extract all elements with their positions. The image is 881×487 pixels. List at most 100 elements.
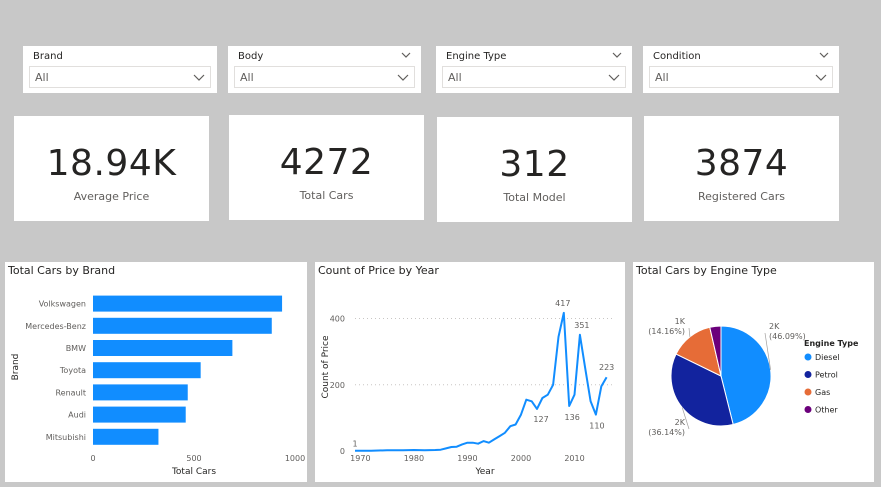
bar-category-label: Renault [55,388,86,397]
kpi-label: Registered Cars [698,190,785,203]
kpi-label: Average Price [73,190,150,203]
chart-title: Total Cars by Brand [8,264,116,277]
slicer-condition: Condition All [643,46,839,93]
dropdown-value: All [35,71,49,84]
bar [93,362,201,379]
chevron-down-icon [815,74,827,81]
data-label: 127 [533,415,548,424]
x-tick-label: 1990 [457,454,477,463]
bar [93,317,272,334]
slice-label: 2K [675,418,686,427]
legend-label: Diesel [815,353,840,362]
bar-category-label: Volkswagen [39,300,86,309]
slicer-title: Engine Type [446,51,507,62]
slice-label: 1K [675,317,686,326]
slice-label: 2K [769,322,780,331]
bar [93,428,159,445]
engine-type-dropdown[interactable]: All [442,66,626,88]
data-label: 110 [589,422,604,431]
kpi-card-total-cars: 4272 Total Cars [229,115,424,220]
y-axis-title: Brand [11,354,21,381]
y-tick-label: 200 [330,381,345,390]
kpi-value: 18.94K [46,143,177,184]
dropdown-value: All [240,71,254,84]
dropdown-value: All [448,71,462,84]
data-label: 417 [555,299,570,308]
chevron-down-icon[interactable] [818,50,830,60]
data-label: 351 [574,321,589,330]
slicer-engine-type: Engine Type All [436,46,632,93]
bar-chart: Volkswagen Mercedes-Benz BMW Toyota Renault A… [11,295,305,477]
x-tick-label: 1980 [404,454,424,463]
chevron-down-icon [397,74,409,81]
leader-line [681,407,690,430]
bar-category-label: BMW [66,344,86,353]
slicer-title: Brand [33,51,63,62]
pie-chart: 2K(46.09%)2K(36.14%)1K(14.16%)Engine Typ… [648,317,859,437]
x-axis-title: Year [474,467,494,477]
kpi-label: Total Cars [299,189,354,202]
slicer-title: Condition [653,51,701,62]
legend-marker [804,371,812,378]
legend-marker [804,388,812,396]
pie-chart-panel: 2K (46.09%) 2K (36.14%) 1K (14.16%) Engine Typ… [633,262,874,482]
data-label: 1 [352,440,357,449]
data-label: 136 [565,413,580,422]
slicer-brand: Brand All [23,46,217,93]
bar-category-label: Audi [68,411,86,420]
slicer-body: Body All [228,46,421,93]
kpi-value: 312 [499,144,570,185]
x-tick-label: 2000 [511,454,531,463]
leader-line [764,332,771,370]
x-tick-label: 2010 [564,454,584,463]
kpi-label: Total Model [503,191,566,204]
kpi-value: 4272 [279,142,374,183]
bar-category-label: Toyota [59,366,86,375]
bar-category-label: Mercedes-Benz [25,322,86,331]
y-axis-title: Count of Price [321,335,331,399]
line-chart: 0 200 400 1970 1980 1990 2000 2010 1 127 417 136 351… [321,299,614,477]
chart-title: Count of Price by Year [318,264,439,277]
legend-label: Gas [815,388,830,397]
legend-label: Petrol [815,371,838,380]
x-axis-title: Total Cars [171,467,216,477]
x-tick-label: 1970 [350,454,370,463]
dropdown-value: All [655,71,669,84]
leader-line [688,327,691,337]
chart-title: Total Cars by Engine Type [636,264,777,277]
chevron-down-icon [608,74,620,81]
slice-percent: (14.16%) [648,327,685,336]
kpi-card-total-model: 312 Total Model [437,117,632,222]
condition-dropdown[interactable]: All [649,66,833,88]
kpi-value: 3874 [694,143,789,184]
legend-title: Engine Type [804,339,859,348]
slice-percent: (36.14%) [648,428,685,437]
brand-dropdown[interactable]: All [29,66,211,88]
chevron-down-icon[interactable] [400,50,412,60]
kpi-card-registered-cars: 3874 Registered Cars [644,116,839,221]
line-chart-panel: 0 200 400 1970 1980 1990 2000 2010 1 127 417 136 351… [315,262,625,482]
x-tick-label: 500 [186,454,201,463]
x-tick-label: 0 [90,454,95,463]
y-tick-label: 400 [330,315,345,324]
chevron-down-icon[interactable] [611,50,623,60]
kpi-card-average-price: 18.94K Average Price [14,116,209,221]
bar [93,340,233,356]
pie-slice [670,353,734,427]
data-label: 223 [599,363,614,372]
series-line [355,311,608,452]
y-tick-label: 0 [340,447,345,456]
bar [93,295,283,312]
pie-slice [709,325,722,377]
bar-category-label: Mitsubishi [46,433,86,442]
legend-marker [804,353,812,361]
bar [93,406,186,423]
bar [93,384,188,401]
chevron-down-icon [193,74,205,81]
x-tick-label: 1000 [285,454,305,463]
body-dropdown[interactable]: All [234,66,415,88]
slice-percent: (46.09%) [769,332,806,341]
legend-marker [804,406,812,413]
legend-label: Other [815,406,838,415]
bar-chart-panel: Volkswagen Mercedes-Benz BMW Toyota Renault A… [5,262,307,482]
